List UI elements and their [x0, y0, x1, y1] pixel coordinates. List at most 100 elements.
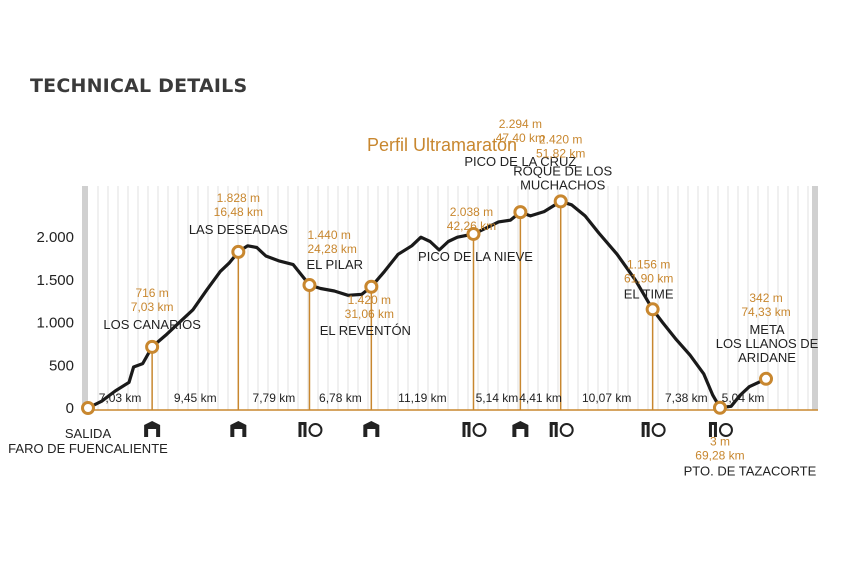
aid-station-icon-post	[554, 424, 558, 437]
chart-title: Perfil Ultramaratón	[367, 135, 517, 155]
checkpoint-name-label: FARO DE FUENCALIENTE	[8, 441, 168, 456]
aid-station-icon-post	[467, 424, 471, 437]
segment-labels: 7,03 km 9,45 km 7,79 km 6,78 km 11,19 km 5,14…	[99, 391, 765, 405]
segment-distance-label: 7,03 km	[99, 391, 142, 405]
checkpoint-name-label: PICO DE LA NIEVE	[418, 249, 533, 264]
segment-distance-label: 11,19 km	[398, 391, 446, 405]
aid-station-icon-cup	[718, 423, 733, 437]
checkpoint-altitude-label: 1.440 m	[307, 228, 350, 242]
segment-distance-label: 7,38 km	[665, 391, 708, 405]
checkpoint-km-label: 31,06 km	[345, 307, 394, 321]
checkpoint-altitude-label: 716 m	[135, 286, 168, 300]
segment-distance-label: 5,14 km	[476, 391, 519, 405]
checkpoint-name-label: EL PILAR	[306, 257, 363, 272]
checkpoint-name-label: EL REVENTÓN	[320, 323, 411, 338]
aid-station-icon-roof	[298, 422, 307, 425]
checkpoint-km-label: 51,82 km	[536, 146, 585, 160]
checkpoint-km-label: 24,28 km	[307, 242, 356, 256]
checkpoint-km-label: 74,33 km	[741, 305, 790, 319]
aid-station-icon-cup	[651, 423, 666, 437]
building-icon-shape	[363, 421, 380, 437]
aid-station-icon	[549, 422, 574, 437]
aid-station-icon-cup	[559, 423, 574, 437]
aid-station-icon	[462, 422, 487, 437]
segment-distance-label: 10,07 km	[582, 391, 631, 405]
checkpoint-marker	[364, 279, 379, 294]
y-tick-label: 1.000	[36, 315, 74, 332]
checkpoint-marker	[712, 400, 727, 415]
segment-distance-label: 5,04 km	[722, 391, 765, 405]
checkpoint-icons	[144, 421, 733, 437]
aid-station-icon-post	[713, 424, 717, 437]
checkpoint-name-label: META	[749, 322, 784, 337]
checkpoint-name-label: LAS DESEADAS	[189, 222, 288, 237]
checkpoint-name-label: EL TIME	[624, 286, 674, 301]
section-heading: TECHNICAL DETAILS	[30, 75, 248, 97]
checkpoint-altitude-label: 2.420 m	[539, 132, 582, 146]
right-edge-bar	[812, 186, 818, 410]
grid	[82, 186, 818, 411]
checkpoint-name-label: ROQUE DE LOS	[513, 163, 612, 178]
segment-distance-label: 6,78 km	[319, 391, 362, 405]
checkpoint-altitude-label: 2.038 m	[450, 205, 493, 219]
checkpoint-marker	[231, 244, 246, 259]
checkpoint-altitude-label: 1.828 m	[217, 191, 260, 205]
checkpoint-name-label: PICO DE LA CRUZ	[464, 154, 576, 169]
checkpoint-marker	[759, 371, 774, 386]
aid-station-icon-roof	[549, 422, 558, 425]
aid-station-icon	[641, 422, 666, 437]
checkpoint-marker	[553, 194, 568, 209]
checkpoint-name-label: ARIDANE	[738, 350, 796, 365]
left-edge-bar	[82, 186, 88, 410]
checkpoint-km-label: 69,28 km	[695, 449, 744, 463]
aid-station-icon-roof	[708, 422, 717, 425]
segment-distance-label: 9,45 km	[174, 391, 217, 405]
checkpoint-name-label: MUCHACHOS	[520, 177, 606, 192]
segment-distance-label: 4,41 km	[519, 391, 562, 405]
aid-station-icon-post	[303, 424, 307, 437]
checkpoint-altitude-label: 1.156 m	[627, 257, 670, 271]
aid-station-icon-cup	[472, 423, 487, 437]
checkpoint-km-label: 16,48 km	[214, 205, 263, 219]
aid-station-icon-post	[298, 424, 302, 437]
checkpoint-stems	[151, 201, 721, 410]
aid-station-icon-post	[641, 424, 645, 437]
checkpoint-marker	[145, 339, 160, 354]
checkpoint-marker	[81, 401, 95, 415]
building-icon	[512, 421, 529, 437]
profile	[86, 199, 768, 410]
aid-station-icon-post	[646, 424, 650, 437]
building-icon	[230, 421, 247, 437]
building-icon-shape	[230, 421, 247, 437]
aid-station-icon	[708, 422, 733, 437]
aid-station-icon-post	[549, 424, 553, 437]
checkpoint-name-label: SALIDA	[65, 426, 112, 441]
profile-line	[86, 199, 768, 410]
building-icon	[144, 421, 161, 437]
checkpoint-marker	[513, 205, 528, 220]
checkpoint-markers	[81, 194, 774, 415]
y-tick-label: 500	[49, 357, 74, 374]
checkpoint-altitude-label: 1.420 m	[348, 293, 391, 307]
checkpoint-marker	[466, 226, 481, 241]
checkpoint-km-label: 42,26 km	[447, 219, 496, 233]
checkpoint-altitude-label: 342 m	[749, 291, 782, 305]
aid-station-icon-post	[708, 424, 712, 437]
segment-distance-label: 7,79 km	[253, 391, 296, 405]
aid-station-icon	[298, 422, 323, 437]
building-icon-shape	[144, 421, 161, 437]
checkpoint-km-label: 47,40 km	[496, 131, 545, 145]
checkpoint-name-label: PTO. DE TAZACORTE	[684, 464, 817, 479]
y-tick-label: 1.500	[36, 272, 74, 289]
checkpoint-altitude-label: 2.294 m	[499, 117, 542, 131]
checkpoint-marker	[302, 278, 317, 293]
aid-station-icon-cup	[308, 423, 323, 437]
checkpoint-name-label: LOS CANARIOS	[103, 317, 201, 332]
aid-station-icon-roof	[641, 422, 650, 425]
building-icon	[363, 421, 380, 437]
aid-station-icon-roof	[462, 422, 471, 425]
y-tick-label: 2.000	[36, 229, 74, 246]
building-icon-shape	[512, 421, 529, 437]
